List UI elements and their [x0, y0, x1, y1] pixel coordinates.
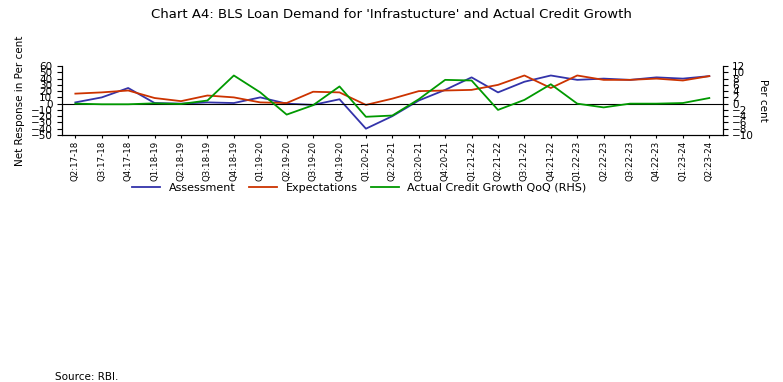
- Actual Credit Growth QoQ (RHS): [678, 101, 687, 105]
- Expectations: [414, 89, 424, 94]
- Actual Credit Growth QoQ (RHS): [361, 115, 370, 119]
- Assessment: [626, 78, 635, 82]
- Expectations: [309, 89, 318, 94]
- Assessment: [388, 114, 397, 118]
- Assessment: [176, 101, 186, 106]
- Actual Credit Growth QoQ (RHS): [520, 98, 529, 102]
- Expectations: [678, 78, 687, 83]
- Expectations: [572, 73, 582, 78]
- Assessment: [678, 76, 687, 81]
- Actual Credit Growth QoQ (RHS): [124, 102, 133, 107]
- Assessment: [203, 100, 212, 105]
- Expectations: [335, 90, 345, 95]
- Actual Credit Growth QoQ (RHS): [229, 73, 239, 78]
- Assessment: [124, 86, 133, 90]
- Expectations: [70, 91, 80, 96]
- Expectations: [546, 86, 555, 90]
- Assessment: [229, 101, 239, 105]
- Actual Credit Growth QoQ (RHS): [70, 101, 80, 106]
- Actual Credit Growth QoQ (RHS): [414, 97, 424, 102]
- Actual Credit Growth QoQ (RHS): [546, 82, 555, 87]
- Expectations: [203, 93, 212, 98]
- Actual Credit Growth QoQ (RHS): [599, 105, 608, 110]
- Expectations: [124, 88, 133, 93]
- Line: Expectations: Expectations: [75, 76, 709, 105]
- Expectations: [626, 78, 635, 82]
- Actual Credit Growth QoQ (RHS): [651, 101, 661, 106]
- Expectations: [255, 100, 265, 105]
- Assessment: [70, 100, 80, 105]
- Actual Credit Growth QoQ (RHS): [493, 108, 503, 112]
- Expectations: [150, 96, 159, 100]
- Assessment: [572, 78, 582, 82]
- Assessment: [520, 79, 529, 84]
- Assessment: [335, 97, 345, 102]
- Actual Credit Growth QoQ (RHS): [255, 90, 265, 95]
- Expectations: [651, 76, 661, 81]
- Actual Credit Growth QoQ (RHS): [309, 103, 318, 107]
- Y-axis label: Per cent: Per cent: [758, 79, 768, 122]
- Actual Credit Growth QoQ (RHS): [282, 112, 291, 117]
- Actual Credit Growth QoQ (RHS): [176, 102, 186, 106]
- Expectations: [520, 73, 529, 78]
- Actual Credit Growth QoQ (RHS): [572, 101, 582, 106]
- Assessment: [282, 101, 291, 106]
- Expectations: [388, 96, 397, 101]
- Actual Credit Growth QoQ (RHS): [203, 98, 212, 103]
- Line: Assessment: Assessment: [75, 76, 709, 129]
- Expectations: [229, 95, 239, 100]
- Assessment: [309, 103, 318, 107]
- Assessment: [599, 76, 608, 81]
- Expectations: [176, 99, 186, 104]
- Assessment: [467, 75, 476, 80]
- Assessment: [414, 98, 424, 103]
- Expectations: [599, 78, 608, 82]
- Actual Credit Growth QoQ (RHS): [388, 113, 397, 118]
- Actual Credit Growth QoQ (RHS): [335, 84, 345, 89]
- Assessment: [493, 90, 503, 95]
- Expectations: [493, 83, 503, 87]
- Assessment: [97, 95, 106, 100]
- Expectations: [705, 74, 714, 78]
- Assessment: [546, 73, 555, 78]
- Assessment: [441, 87, 450, 92]
- Assessment: [705, 74, 714, 78]
- Y-axis label: Net Response in Per cent: Net Response in Per cent: [15, 35, 25, 166]
- Expectations: [97, 90, 106, 95]
- Actual Credit Growth QoQ (RHS): [150, 101, 159, 106]
- Expectations: [441, 88, 450, 93]
- Text: Source: RBI.: Source: RBI.: [55, 372, 118, 382]
- Expectations: [282, 101, 291, 105]
- Assessment: [651, 75, 661, 80]
- Line: Actual Credit Growth QoQ (RHS): Actual Credit Growth QoQ (RHS): [75, 76, 709, 117]
- Actual Credit Growth QoQ (RHS): [467, 78, 476, 83]
- Assessment: [150, 101, 159, 105]
- Actual Credit Growth QoQ (RHS): [626, 101, 635, 106]
- Assessment: [255, 95, 265, 100]
- Expectations: [467, 87, 476, 92]
- Assessment: [361, 126, 370, 131]
- Legend: Assessment, Expectations, Actual Credit Growth QoQ (RHS): Assessment, Expectations, Actual Credit …: [128, 178, 591, 197]
- Expectations: [361, 103, 370, 107]
- Actual Credit Growth QoQ (RHS): [441, 78, 450, 82]
- Actual Credit Growth QoQ (RHS): [97, 102, 106, 107]
- Text: Chart A4: BLS Loan Demand for 'Infrastucture' and Actual Credit Growth: Chart A4: BLS Loan Demand for 'Infrastuc…: [151, 8, 632, 21]
- Actual Credit Growth QoQ (RHS): [705, 96, 714, 100]
